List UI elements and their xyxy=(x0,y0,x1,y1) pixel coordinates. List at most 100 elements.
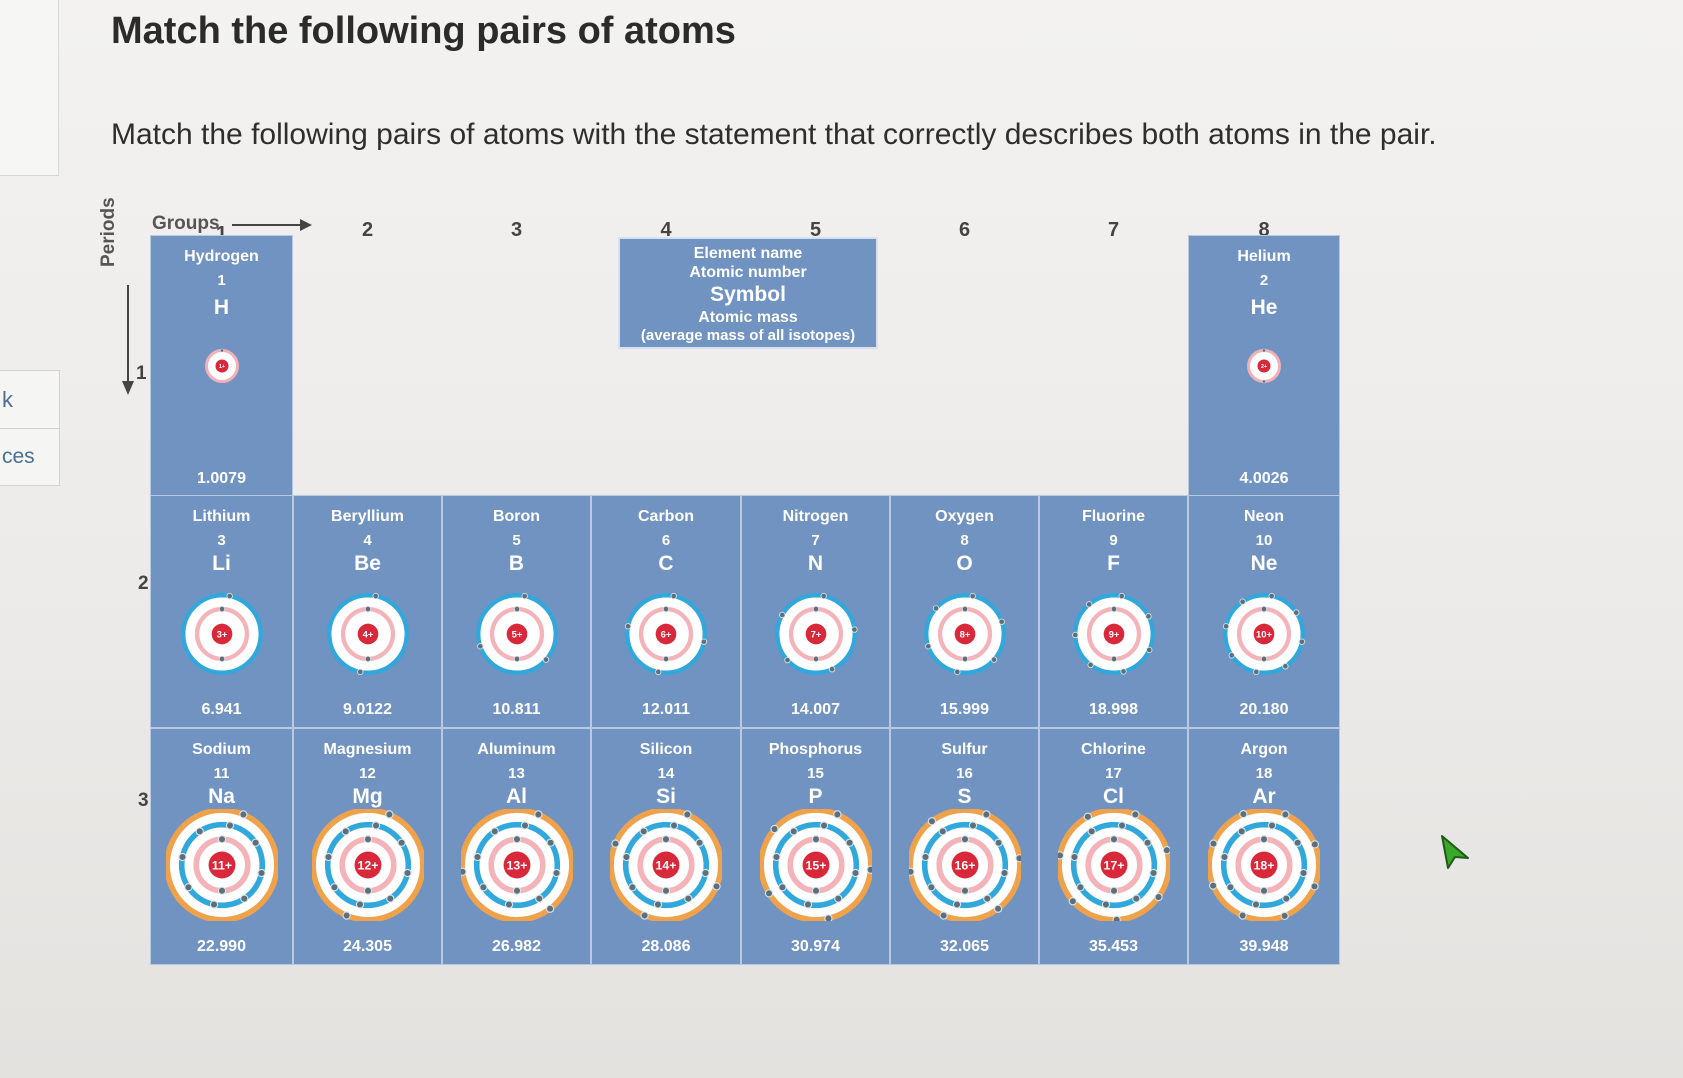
svg-text:15+: 15+ xyxy=(805,858,826,872)
atom-model-icon: 9+ xyxy=(1071,592,1155,675)
atom-model-icon: 1+ xyxy=(204,348,239,383)
atom-model-icon: 2+ xyxy=(1247,348,1281,384)
atomic-mass: 14.007 xyxy=(791,701,840,718)
atomic-number: 13 xyxy=(508,765,525,782)
atomic-mass: 15.999 xyxy=(940,701,989,718)
atom-model-icon: 11+ xyxy=(165,809,278,921)
question-title: Match the following pairs of atoms xyxy=(111,10,736,52)
legend-line4: Atomic mass xyxy=(698,309,798,326)
element-cell-si: Silicon 14 Si 28.086 14+ xyxy=(591,728,741,965)
periods-label: Periods xyxy=(98,197,119,267)
element-symbol: H xyxy=(213,296,230,319)
atom-model-icon: 8+ xyxy=(923,592,1006,676)
atomic-number: 10 xyxy=(1255,532,1273,549)
element-symbol: Si xyxy=(656,785,676,808)
svg-text:4+: 4+ xyxy=(362,629,373,640)
svg-text:11+: 11+ xyxy=(211,858,231,872)
atom-model-icon: 17+ xyxy=(1057,809,1170,921)
atomic-number: 16 xyxy=(956,765,973,782)
atomic-number: 17 xyxy=(1105,765,1122,782)
svg-text:16+: 16+ xyxy=(954,858,975,872)
atomic-number: 15 xyxy=(807,765,824,782)
svg-text:8+: 8+ xyxy=(959,629,970,640)
element-name: Fluorine xyxy=(1081,508,1146,525)
svg-text:14+: 14+ xyxy=(656,858,677,872)
svg-text:3+: 3+ xyxy=(216,629,227,640)
element-cell-al: Aluminum 13 Al 26.982 13+ xyxy=(442,728,591,965)
element-cell-ar: Argon 18 Ar 39.948 18+ xyxy=(1188,728,1340,965)
element-name: Aluminum xyxy=(477,741,556,758)
element-name: Carbon xyxy=(638,508,694,525)
sidebar-tab-1[interactable]: k xyxy=(0,370,60,430)
atomic-mass: 4.0026 xyxy=(1239,470,1289,487)
atomic-mass: 32.065 xyxy=(940,938,989,955)
element-name: Sodium xyxy=(192,741,251,758)
atomic-number: 12 xyxy=(359,765,376,782)
element-symbol: Li xyxy=(212,552,231,575)
element-name: Beryllium xyxy=(331,508,404,525)
atomic-mass: 9.0122 xyxy=(343,701,392,718)
svg-text:7+: 7+ xyxy=(810,629,821,640)
element-cell-b: Boron 5 B 10.811 5+ xyxy=(442,495,591,728)
atomic-number: 6 xyxy=(661,532,671,549)
period-number-1: 1 xyxy=(136,363,147,384)
element-cell-be: Beryllium 4 Be 9.0122 4+ xyxy=(293,495,442,728)
atom-model-icon: 10+ xyxy=(1222,592,1306,676)
svg-text:1+: 1+ xyxy=(218,364,224,370)
group-number-7: 7 xyxy=(1107,219,1120,241)
element-symbol: F xyxy=(1107,552,1120,575)
element-symbol: C xyxy=(658,552,674,575)
groups-arrow-icon xyxy=(232,219,312,231)
atom-model-icon: 5+ xyxy=(475,592,558,675)
element-symbol: He xyxy=(1250,296,1278,319)
periodic-table-figure: Groups Periods 1 2 3 4 5 6 7 8 1 2 3 Element name At… xyxy=(98,197,1370,975)
period-number-3: 3 xyxy=(138,790,149,811)
svg-text:10+: 10+ xyxy=(1256,629,1273,640)
atomic-mass: 6.941 xyxy=(201,701,242,718)
atomic-mass: 12.011 xyxy=(641,701,691,718)
element-symbol: O xyxy=(956,552,973,575)
atomic-number: 9 xyxy=(1109,532,1118,549)
element-name: Argon xyxy=(1240,741,1288,758)
atomic-mass: 26.982 xyxy=(492,938,541,955)
element-cell-p: Phosphorus 15 P 30.974 15+ xyxy=(741,728,890,965)
element-name: Sulfur xyxy=(941,741,988,758)
atomic-mass: 1.0079 xyxy=(197,470,246,487)
element-symbol: S xyxy=(957,785,972,808)
atom-model-icon: 13+ xyxy=(460,809,573,921)
atom-model-icon: 15+ xyxy=(759,809,872,921)
atomic-mass: 28.086 xyxy=(641,938,691,955)
element-cell-o: Oxygen 8 O 15.999 8+ xyxy=(890,495,1039,728)
atomic-number: 4 xyxy=(363,532,372,549)
element-name: Neon xyxy=(1244,508,1284,525)
atomic-number: 1 xyxy=(217,272,226,289)
element-cell-s: Sulfur 16 S 32.065 16+ xyxy=(890,728,1039,965)
atom-model-icon: 7+ xyxy=(774,592,858,675)
element-cell-cl: Chlorine 17 Cl 35.453 17+ xyxy=(1039,728,1188,965)
element-symbol: Al xyxy=(506,785,527,808)
element-cell-c: Carbon 6 C 12.011 6+ xyxy=(591,495,741,728)
svg-text:12+: 12+ xyxy=(357,858,378,872)
element-symbol: Mg xyxy=(352,785,383,808)
element-cell-li: Lithium 3 Li 6.941 3+ xyxy=(150,495,293,728)
sidebar-tab-2-label: ces xyxy=(2,445,35,468)
atom-model-icon: 14+ xyxy=(610,809,722,921)
element-name: Chlorine xyxy=(1081,741,1146,758)
group-number-4: 4 xyxy=(660,219,672,241)
group-number-2: 2 xyxy=(361,219,374,241)
sidebar-panel xyxy=(0,0,59,176)
atomic-mass: 20.180 xyxy=(1239,701,1289,718)
sidebar-tab-1-label: k xyxy=(2,387,13,412)
element-name: Boron xyxy=(492,508,541,525)
element-symbol: Cl xyxy=(1103,785,1124,808)
atom-model-icon: 6+ xyxy=(624,592,708,676)
sidebar-tab-2[interactable]: ces xyxy=(0,428,60,486)
atom-model-icon: 16+ xyxy=(908,809,1021,921)
atomic-mass: 22.990 xyxy=(197,938,246,955)
svg-text:2+: 2+ xyxy=(1261,364,1267,370)
svg-text:13+: 13+ xyxy=(506,858,527,872)
periods-arrow-icon xyxy=(122,285,134,395)
element-name: Silicon xyxy=(639,741,693,758)
element-name: Phosphorus xyxy=(768,741,863,758)
